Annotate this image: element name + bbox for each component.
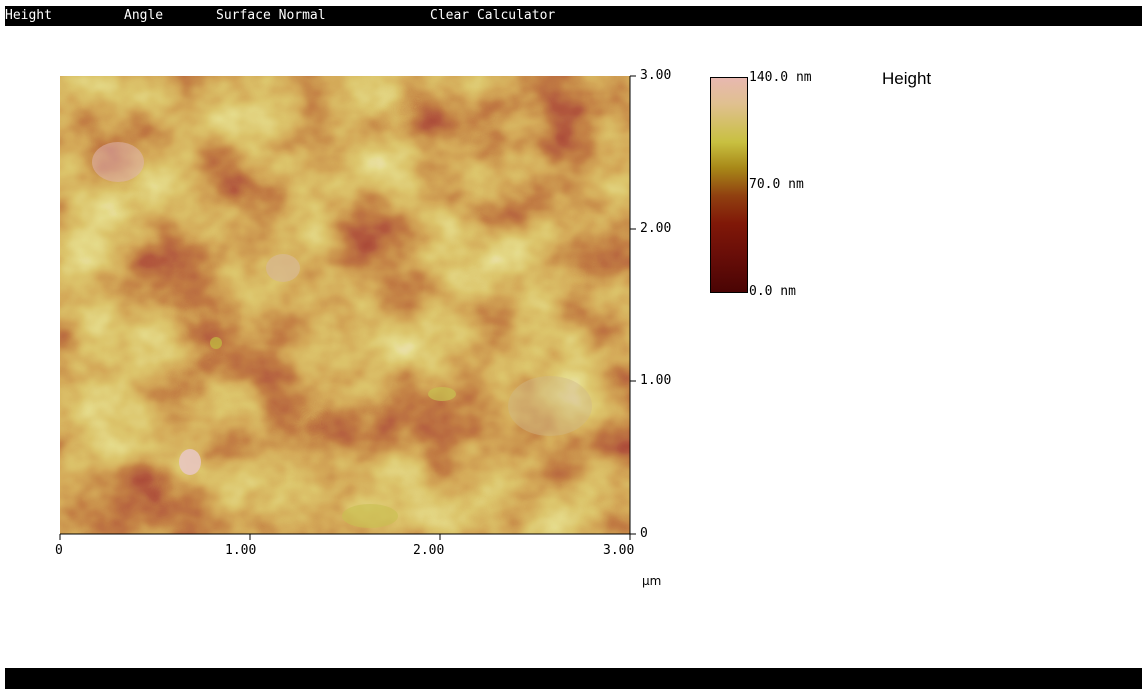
- x-tick-label: 1.00: [225, 543, 257, 558]
- colorbar-max-label: 140.0 nm: [749, 70, 812, 85]
- menu-item-surface-normal[interactable]: Surface Normal: [216, 8, 326, 23]
- height-colorbar: [710, 77, 748, 293]
- menu-item-clear-calculator[interactable]: Clear Calculator: [430, 8, 556, 23]
- y-tick-label: 3.00: [640, 68, 672, 83]
- x-tick-label: 3.00: [603, 543, 635, 558]
- status-bar: [5, 668, 1142, 689]
- menu-item-angle[interactable]: Angle: [124, 8, 164, 23]
- colorbar-min-label: 0.0 nm: [749, 284, 796, 299]
- menu-bar: Height Angle Surface Normal Clear Calcul…: [5, 6, 1142, 26]
- menu-item-height[interactable]: Height: [5, 8, 52, 23]
- y-tick-label: 2.00: [640, 221, 672, 236]
- afm-height-image[interactable]: [60, 76, 630, 534]
- x-axis-unit: µm: [642, 574, 662, 588]
- y-tick-label: 1.00: [640, 373, 672, 388]
- y-tick-label: 0: [640, 526, 648, 541]
- channel-title: Height: [882, 69, 932, 88]
- colorbar-mid-label: 70.0 nm: [749, 177, 804, 192]
- x-tick-label: 2.00: [413, 543, 445, 558]
- x-tick-label: 0: [55, 543, 63, 558]
